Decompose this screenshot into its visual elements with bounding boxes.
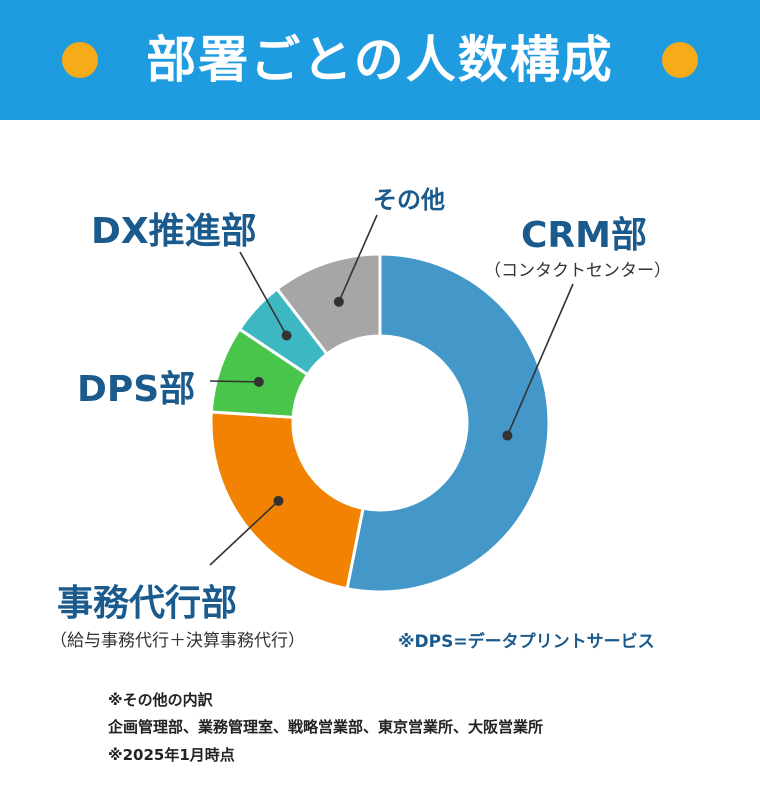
date-note: ※2025年1月時点 <box>108 746 235 764</box>
leader-dot-dps <box>253 376 264 387</box>
leader-line-jimu <box>209 500 279 566</box>
dot-right-icon <box>662 42 698 78</box>
page-title: 部署ごとの人数構成 <box>146 31 614 89</box>
dot-left-icon <box>62 42 98 78</box>
label-dps: DPS部 <box>77 369 196 410</box>
leader-line-dps <box>209 380 259 383</box>
others-title: ※その他の内訳 <box>108 691 213 709</box>
slice-others <box>275 252 382 357</box>
header-banner: 部署ごとの人数構成 <box>0 0 760 120</box>
label-dx: DX推進部 <box>91 211 257 252</box>
dps-note: ※DPS=データプリントサービス <box>398 632 655 652</box>
leader-dot-others <box>333 296 344 307</box>
label-crm: CRM部 <box>521 215 647 256</box>
sublabel-crm: （コンタクトセンター） <box>484 261 671 281</box>
leader-dot-crm <box>502 430 513 441</box>
leader-line-others <box>338 214 378 303</box>
leader-line-crm <box>506 283 574 436</box>
sublabel-jimu: （給与事務代行＋決算事務代行） <box>50 631 305 651</box>
slice-jimu <box>209 410 365 591</box>
label-jimu: 事務代行部 <box>57 583 238 624</box>
label-others: その他 <box>373 186 445 214</box>
leader-line-dx <box>239 251 288 336</box>
slice-crm <box>345 252 551 594</box>
others-list: 企画管理部、業務管理室、戦略営業部、東京営業所、大阪営業所 <box>108 718 544 736</box>
leader-dot-jimu <box>273 495 284 506</box>
leader-dot-dx <box>281 330 292 341</box>
